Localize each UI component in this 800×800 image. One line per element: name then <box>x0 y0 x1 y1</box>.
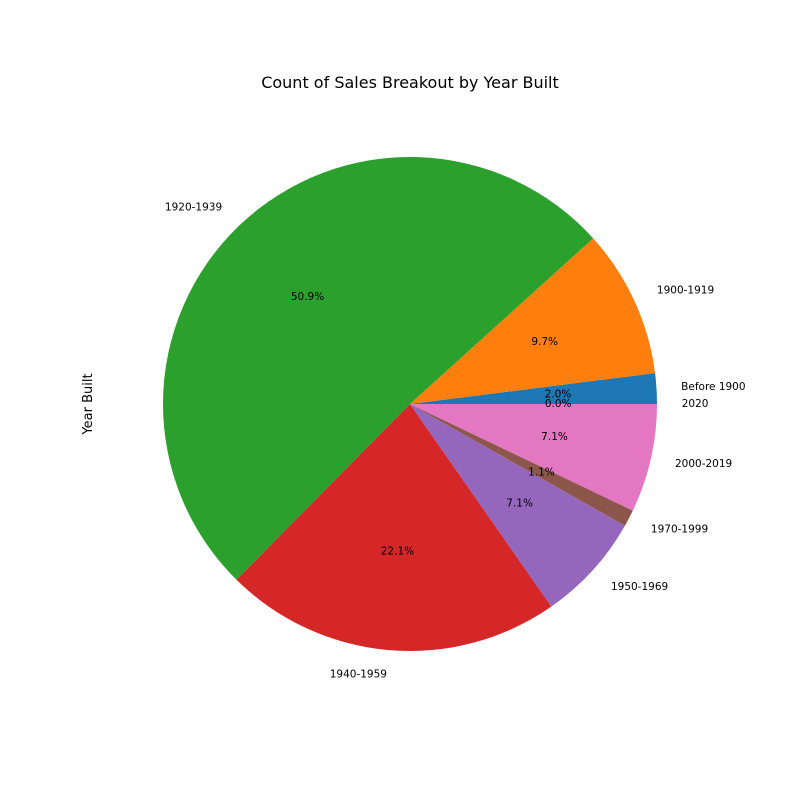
pie-slices <box>163 157 657 651</box>
pie-slice-1940-1959 <box>236 404 552 651</box>
slice-percent-before-1900: 2.0% <box>545 389 572 401</box>
pie-slice-1900-1919 <box>410 238 656 404</box>
slice-label-1970-1999: 1970-1999 <box>651 524 708 536</box>
chart-title: Count of Sales Breakout by Year Built <box>261 73 559 92</box>
slice-percent-2020: 0.0% <box>545 398 572 410</box>
slice-percent-1900-1919: 9.7% <box>531 336 558 348</box>
pie-labels: Before 1900 2.0% 1900-1919 9.7% 1920-1939 50.… <box>165 202 746 681</box>
slice-label-1920-1939: 1920-1939 <box>165 202 222 214</box>
slice-label-2020: 2020 <box>682 398 709 410</box>
slice-percent-1970-1999: 1.1% <box>528 467 555 479</box>
slice-percent-1940-1959: 22.1% <box>381 546 414 558</box>
slice-percent-2000-2019: 7.1% <box>541 431 568 443</box>
slice-percent-1950-1969: 7.1% <box>506 498 533 510</box>
pie-slice-1970-1999 <box>410 404 633 526</box>
slice-label-1950-1969: 1950-1969 <box>611 581 668 593</box>
pie-slice-before-1900 <box>410 373 657 404</box>
slice-percent-1920-1939: 50.9% <box>291 291 324 303</box>
slice-label-1940-1959: 1940-1959 <box>330 669 387 681</box>
y-axis-label: Year Built <box>81 373 96 435</box>
pie-slice-1950-1969 <box>410 404 625 607</box>
slice-label-1900-1919: 1900-1919 <box>657 285 714 297</box>
slice-label-2000-2019: 2000-2019 <box>675 458 732 470</box>
slice-label-before-1900: Before 1900 <box>681 381 745 393</box>
pie-slice-2000-2019 <box>410 404 657 511</box>
pie-slice-1920-1939 <box>163 157 594 580</box>
